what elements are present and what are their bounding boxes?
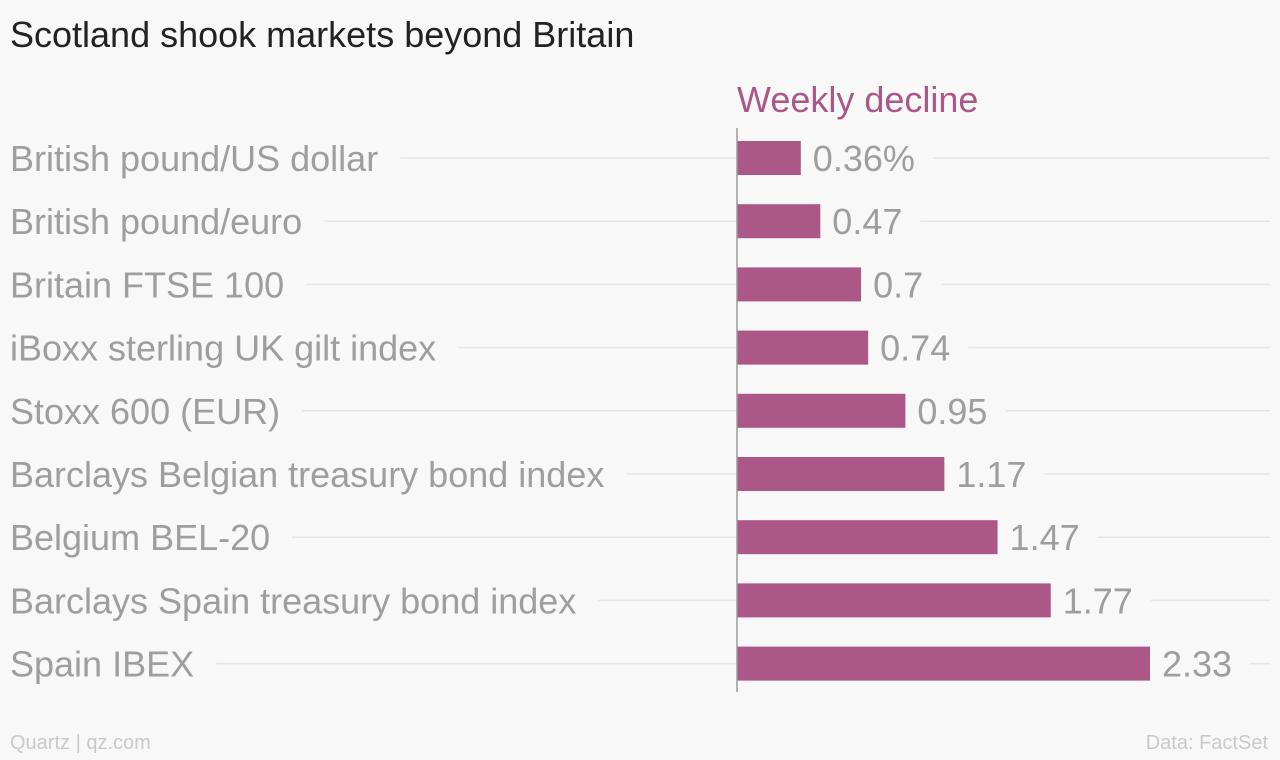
bar — [737, 267, 862, 302]
category-label: iBoxx sterling UK gilt index — [10, 328, 436, 369]
bar — [737, 204, 821, 239]
category-label: Britain FTSE 100 — [10, 264, 284, 305]
footer-source-right: Data: FactSet — [1145, 732, 1268, 754]
series-label: Weekly decline — [737, 79, 978, 120]
bar — [737, 141, 801, 175]
footer-source-left: Quartz | qz.com — [10, 732, 151, 754]
value-label: 1.17 — [956, 454, 1026, 495]
value-label: 0.95 — [917, 391, 987, 432]
bar — [737, 457, 945, 491]
category-label: British pound/euro — [10, 201, 302, 242]
category-label: British pound/US dollar — [10, 138, 378, 179]
bar — [737, 646, 1150, 681]
category-label: Stoxx 600 (EUR) — [10, 391, 280, 432]
bar-chart: British pound/US dollar 0.36% British poun… — [10, 79, 1270, 692]
value-label: 2.33 — [1162, 644, 1232, 685]
bar — [737, 330, 869, 365]
category-label: Barclays Spain treasury bond index — [10, 580, 576, 621]
labels: British pound/US dollar 0.36% British poun… — [10, 138, 1232, 685]
category-label: Belgium BEL-20 — [10, 517, 270, 558]
value-label: 0.7 — [873, 264, 923, 305]
value-label: 1.47 — [1010, 517, 1080, 558]
value-label: 0.47 — [832, 201, 902, 242]
bar — [737, 520, 998, 555]
value-label: 0.74 — [880, 328, 950, 369]
gridlines — [216, 157, 1270, 665]
bar — [737, 583, 1051, 618]
value-label: 0.36% — [813, 138, 915, 179]
bar — [737, 393, 906, 428]
category-label: Barclays Belgian treasury bond index — [10, 454, 604, 495]
category-label: Spain IBEX — [10, 644, 194, 685]
value-label: 1.77 — [1063, 580, 1133, 621]
chart-title: Scotland shook markets beyond Britain — [10, 14, 635, 55]
bars — [737, 141, 1150, 681]
